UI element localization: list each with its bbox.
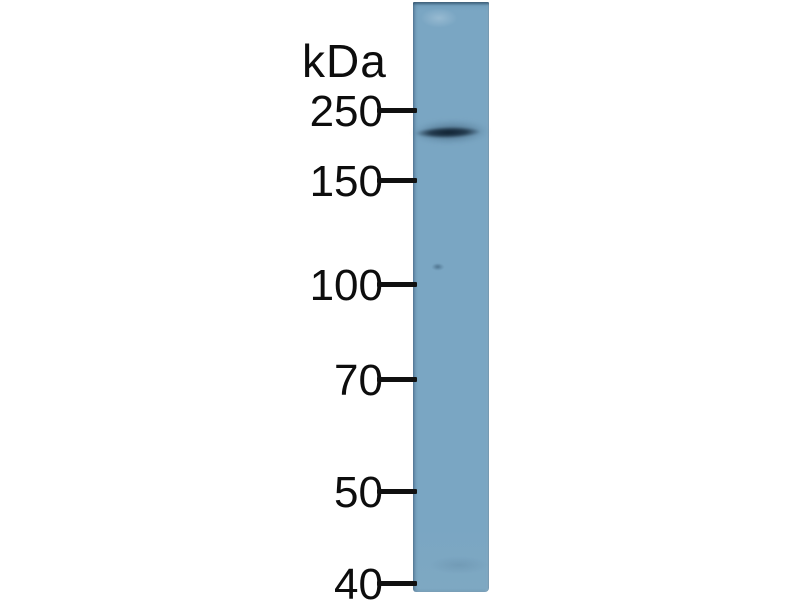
marker-label-250: 250 bbox=[309, 87, 383, 136]
blot-lane bbox=[413, 2, 489, 592]
unit-label-kda: kDa bbox=[302, 35, 387, 87]
marker-label-100: 100 bbox=[309, 261, 383, 310]
marker-tick-70 bbox=[377, 377, 417, 382]
marker-tick-150 bbox=[377, 178, 417, 183]
marker-tick-250 bbox=[377, 108, 417, 113]
marker-tick-50 bbox=[377, 489, 417, 494]
marker-label-40: 40 bbox=[334, 560, 383, 600]
marker-tick-100 bbox=[377, 282, 417, 287]
marker-label-150: 150 bbox=[309, 157, 383, 206]
marker-label-70: 70 bbox=[334, 356, 383, 405]
marker-tick-40 bbox=[377, 581, 417, 586]
lane-artifact-speck bbox=[432, 263, 443, 270]
marker-label-50: 50 bbox=[334, 468, 383, 517]
